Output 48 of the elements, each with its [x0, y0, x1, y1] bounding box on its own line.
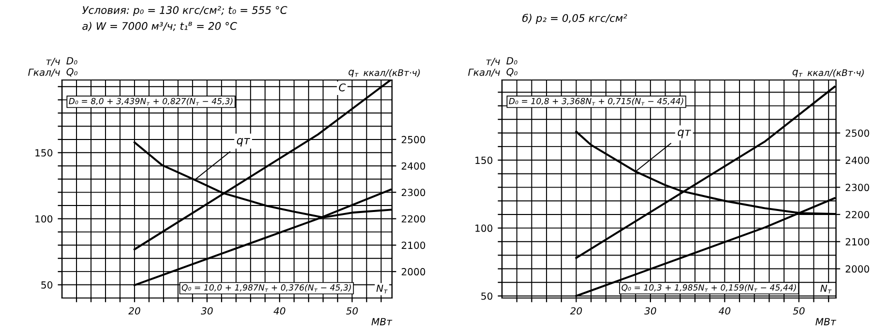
text: q$_{т}$ — [348, 70, 359, 78]
text: qт — [678, 130, 692, 138]
y2-tick-label: 2400 — [846, 156, 870, 164]
y2-axis-title: ккал/(кВт·ч) — [808, 69, 864, 78]
x-axis-title: МВт — [816, 318, 836, 326]
y-tick-label: 100 — [35, 215, 52, 223]
y2-tick-label: 2000 — [402, 268, 426, 276]
text: q$_{т}$ — [792, 70, 803, 78]
y2-tick-label: 2300 — [846, 184, 870, 192]
x-axis-title: МВт — [372, 318, 392, 326]
x-tick-label: 30 — [644, 307, 656, 315]
y-axis-title: т/ч Гкал/ч — [28, 58, 60, 77]
y-tick-label: 150 — [475, 156, 492, 164]
y2-tick-label: 2000 — [846, 265, 870, 273]
chart-title: б) p₂ = 0,05 кгс/см² — [522, 14, 628, 24]
annotation: С — [338, 83, 346, 92]
chart-subtitle: а) W = 7000 м³/ч; t₁$^{в}$ = 20 °C — [82, 22, 238, 32]
y2-tick-label: 2100 — [402, 242, 426, 249]
text: D₀ Q₀ — [66, 57, 78, 76]
x-tick-label: 50 — [346, 307, 358, 315]
y2-tick-label: 2100 — [846, 238, 870, 246]
x-tick-label: 20 — [128, 307, 140, 315]
x-tick-label: 30 — [200, 307, 213, 315]
annotation: D₀ = 10,8 + 3,368N$_{т}$ + 0,715(N$_{т}$ − 45,44) — [508, 98, 684, 106]
y2-tick-label: 2400 — [402, 162, 426, 170]
text: D₀ Q₀ — [506, 57, 518, 76]
y2-tick-label: 2500 — [846, 129, 870, 137]
annotation: N$_{т}$ — [376, 284, 388, 294]
annotation: Q₀ = 10,3 + 1,985N$_{т}$ + 0,159(N$_{т}$ − 45,44) — [622, 284, 796, 292]
y-tick-label: 50 — [481, 292, 492, 300]
x-tick-label: 20 — [570, 307, 582, 315]
x-tick-label: 50 — [792, 307, 805, 315]
chart-title: Условия: p₀ = 130 кгс/см²; t₀ = 555 °C — [82, 6, 288, 16]
annotation: Q₀ = 10,0 + 1,987N$_{т}$ + 0,376(N$_{т}$ − 45,3) — [182, 284, 351, 292]
y2-tick-label: 2500 — [402, 136, 426, 144]
x-tick-label: 40 — [718, 307, 730, 315]
text: qт — [236, 138, 250, 147]
y2-axis-title: ккал/(кВт·ч) — [364, 69, 420, 78]
x-tick-label: 40 — [274, 307, 286, 315]
y2-tick-label: 2200 — [402, 215, 426, 223]
y-tick-label: 50 — [41, 281, 52, 289]
y-axis-title: т/ч Гкал/ч — [468, 58, 500, 77]
y-tick-label: 150 — [35, 149, 52, 156]
y2-tick-label: 2300 — [402, 188, 426, 196]
annotation: N$_{т}$ — [820, 284, 832, 294]
y-tick-label: 100 — [475, 224, 492, 232]
annotation: D₀ = 8,0 + 3,439N$_{т}$ + 0,827(N$_{т}$ − 45,3) — [68, 98, 233, 106]
y2-tick-label: 2200 — [846, 210, 870, 218]
